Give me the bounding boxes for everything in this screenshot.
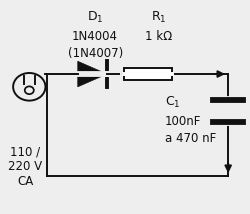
Text: C$_1$: C$_1$ — [165, 95, 180, 110]
Text: 110 /
220 V
CA: 110 / 220 V CA — [8, 145, 42, 188]
Text: (1N4007): (1N4007) — [68, 47, 123, 60]
Text: a 470 nF: a 470 nF — [165, 132, 216, 145]
Text: D$_1$: D$_1$ — [87, 10, 104, 25]
Text: 1 kΩ: 1 kΩ — [145, 30, 172, 43]
Text: 1N4004: 1N4004 — [72, 30, 118, 43]
Bar — [124, 68, 172, 80]
Text: R$_1$: R$_1$ — [151, 10, 166, 25]
Polygon shape — [78, 61, 107, 87]
Text: 100nF: 100nF — [165, 115, 201, 128]
